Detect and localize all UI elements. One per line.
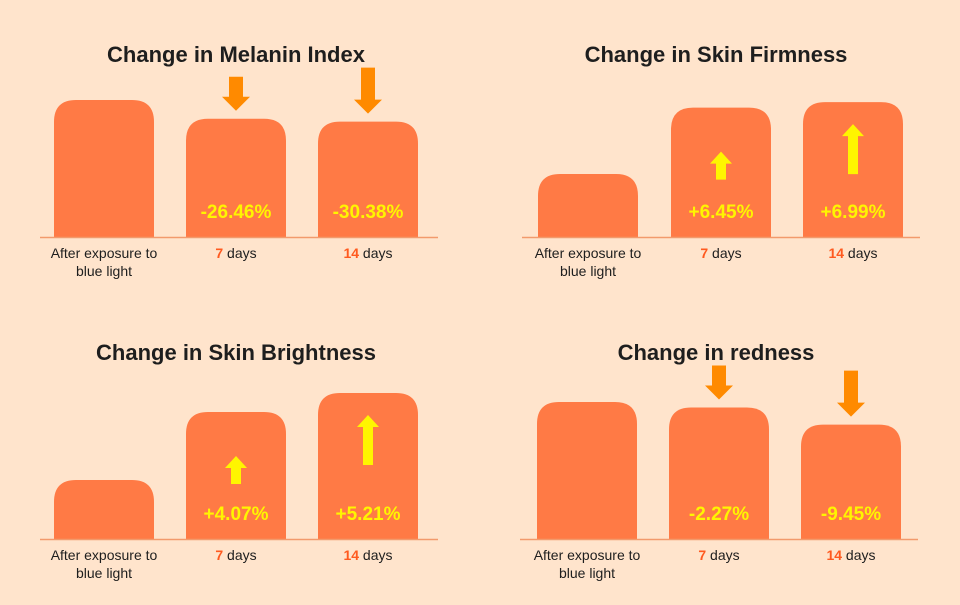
change-in-melanin-index-arrow-down-icon-14-days bbox=[354, 67, 382, 114]
change-in-skin-firmness-category-number-7-days: 7 bbox=[700, 245, 708, 261]
change-in-skin-brightness-category-label-after-exposure-to-blue-light-line-2: blue light bbox=[76, 565, 132, 581]
change-in-skin-firmness-category-unit-7-days: days bbox=[708, 245, 741, 261]
change-in-skin-brightness-category-unit-7-days: days bbox=[223, 547, 256, 563]
change-in-skin-firmness-arrow-up-icon-7-days bbox=[710, 151, 732, 180]
change-in-skin-firmness-title: Change in Skin Firmness bbox=[585, 42, 848, 67]
skin-brightness-chart: Change in Skin Brightness After exposure … bbox=[40, 340, 438, 581]
change-in-redness-category-unit-14-days: days bbox=[842, 547, 875, 563]
change-in-redness-category-label-14-days: 14 days bbox=[826, 547, 875, 563]
change-in-skin-firmness-category-label-after-exposure-to-blue-light-line-1: After exposure to bbox=[535, 245, 642, 261]
change-in-skin-brightness-value-label-7-days: +4.07% bbox=[204, 504, 269, 525]
change-in-redness-value-label-14-days: -9.45% bbox=[821, 504, 881, 525]
change-in-skin-firmness-category-number-14-days: 14 bbox=[828, 245, 844, 261]
change-in-redness-arrow-down-icon-14-days bbox=[837, 370, 865, 417]
change-in-melanin-index-category-unit-14-days: days bbox=[359, 245, 392, 261]
change-in-skin-brightness-title: Change in Skin Brightness bbox=[96, 340, 376, 365]
change-in-redness-category-label-after-exposure-to-blue-light-line-1: After exposure to bbox=[534, 547, 641, 563]
change-in-redness-value-label-7-days: -2.27% bbox=[689, 504, 749, 525]
change-in-melanin-index-bar-after-exposure-to-blue-light bbox=[54, 100, 154, 237]
change-in-skin-firmness-category-label-after-exposure-to-blue-light-line-2: blue light bbox=[560, 263, 616, 279]
skin-firmness-chart: Change in Skin Firmness After exposure to… bbox=[522, 42, 920, 279]
change-in-redness-title: Change in redness bbox=[618, 340, 815, 365]
change-in-skin-firmness-bar-after-exposure-to-blue-light bbox=[538, 174, 638, 237]
change-in-redness-category-label-7-days: 7 days bbox=[698, 547, 739, 563]
change-in-redness-category-number-7-days: 7 bbox=[698, 547, 706, 563]
change-in-skin-firmness-arrow-up-icon-14-days bbox=[842, 124, 864, 175]
change-in-skin-brightness-category-number-14-days: 14 bbox=[343, 547, 359, 563]
redness-chart: Change in redness After exposure to blue l… bbox=[520, 340, 918, 581]
change-in-skin-firmness-category-unit-14-days: days bbox=[844, 245, 877, 261]
change-in-melanin-index-category-label-7-days: 7 days bbox=[215, 245, 256, 261]
change-in-melanin-index-arrow-down-icon-7-days bbox=[222, 76, 250, 111]
change-in-skin-firmness-category-label-14-days: 14 days bbox=[828, 245, 877, 261]
change-in-melanin-index-category-label-after-exposure-to-blue-light-line-2: blue light bbox=[76, 263, 132, 279]
melanin-index-chart: Change in Melanin Index After exposure to… bbox=[40, 42, 438, 279]
change-in-skin-firmness-category-label-7-days: 7 days bbox=[700, 245, 741, 261]
change-in-skin-firmness-value-label-14-days: +6.99% bbox=[821, 202, 886, 223]
change-in-skin-brightness-category-label-after-exposure-to-blue-light-line-1: After exposure to bbox=[51, 547, 158, 563]
change-in-redness-bar-7-days bbox=[669, 407, 769, 539]
change-in-skin-brightness-category-number-7-days: 7 bbox=[215, 547, 223, 563]
change-in-redness-category-label-after-exposure-to-blue-light-line-2: blue light bbox=[559, 565, 615, 581]
change-in-melanin-index-category-label-14-days: 14 days bbox=[343, 245, 392, 261]
change-in-melanin-index-value-label-14-days: -30.38% bbox=[333, 202, 404, 223]
change-in-skin-brightness-arrow-up-icon-7-days bbox=[225, 456, 247, 485]
change-in-skin-brightness-arrow-up-icon-14-days bbox=[357, 415, 379, 465]
change-in-redness-bar-14-days bbox=[801, 424, 901, 539]
change-in-melanin-index-bar-7-days bbox=[186, 118, 286, 237]
change-in-skin-brightness-category-unit-14-days: days bbox=[359, 547, 392, 563]
change-in-melanin-index-category-label-after-exposure-to-blue-light-line-1: After exposure to bbox=[51, 245, 158, 261]
change-in-melanin-index-category-number-14-days: 14 bbox=[343, 245, 359, 261]
change-in-skin-brightness-bar-after-exposure-to-blue-light bbox=[54, 480, 154, 539]
change-in-redness-bar-after-exposure-to-blue-light bbox=[537, 402, 637, 539]
change-in-melanin-index-category-number-7-days: 7 bbox=[215, 245, 223, 261]
change-in-redness-arrow-down-icon-7-days bbox=[705, 365, 733, 400]
change-in-skin-brightness-value-label-14-days: +5.21% bbox=[336, 504, 401, 525]
change-in-redness-category-number-14-days: 14 bbox=[826, 547, 842, 563]
change-in-skin-brightness-bar-14-days bbox=[318, 393, 418, 539]
change-in-skin-firmness-value-label-7-days: +6.45% bbox=[689, 202, 754, 223]
change-in-skin-brightness-category-label-14-days: 14 days bbox=[343, 547, 392, 563]
change-in-skin-brightness-category-label-7-days: 7 days bbox=[215, 547, 256, 563]
change-in-melanin-index-title: Change in Melanin Index bbox=[107, 42, 366, 67]
change-in-melanin-index-bar-14-days bbox=[318, 121, 418, 237]
change-in-redness-category-unit-7-days: days bbox=[706, 547, 739, 563]
change-in-melanin-index-value-label-7-days: -26.46% bbox=[201, 202, 272, 223]
change-in-melanin-index-category-unit-7-days: days bbox=[223, 245, 256, 261]
